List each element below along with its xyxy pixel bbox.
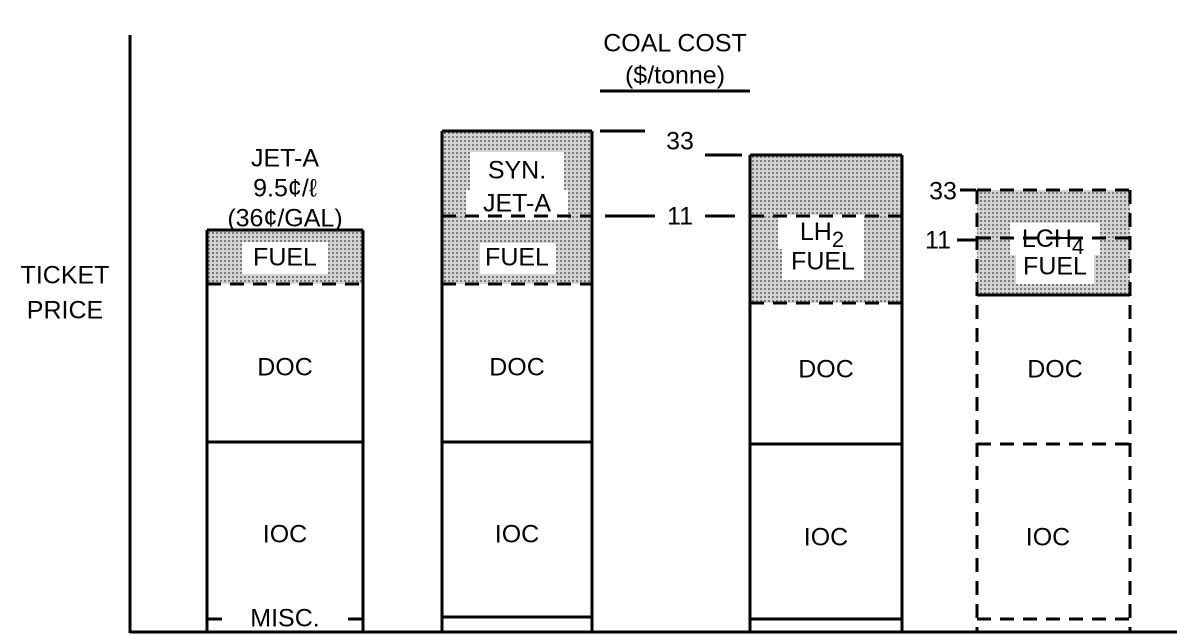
segment-label: FUEL [1023,253,1087,281]
segment-label: IOC [263,521,307,549]
axis-label: TICKET [21,262,110,290]
segment-label: DOC [1027,356,1083,384]
fuel-name: LH [800,218,832,246]
axis-label: PRICE [27,297,103,325]
coal-title: COAL COST [603,30,747,58]
bar-jet-a [205,228,365,633]
segment-label: FUEL [791,248,855,276]
coal-level: 33 [929,178,957,206]
fuel-name: LCH [1022,225,1072,253]
segment-label: MISC. [250,605,319,633]
bar-lch4 [975,188,1132,633]
segment-label: FUEL [253,244,317,272]
coal-unit: ($/tonne) [625,62,725,90]
coal-level: 11 [925,227,951,255]
bar-header: JET-A [251,145,319,173]
fuel-subscript: 2 [832,227,844,252]
segment-label: DOC [798,356,854,384]
segment-label: JET-A [483,190,551,218]
coal-level: 33 [666,128,694,156]
bar-lh2 [748,153,904,633]
segment-label: LCH4 [1022,225,1084,259]
segment-label: IOC [1026,524,1070,552]
axes [128,35,1177,634]
segment-label: DOC [257,354,313,382]
segment-label: LH2 [800,218,844,252]
segment-label: IOC [495,521,539,549]
fuel-subscript: 4 [1072,234,1084,259]
bar-header: (36¢/GAL) [227,205,342,233]
segment-label: SYN. [488,157,546,185]
bar-syn-jet-a [440,129,594,633]
segment-label: FUEL [485,244,549,272]
coal-markers [600,129,976,242]
segment-label: DOC [489,354,545,382]
coal-level: 11 [667,203,693,231]
bar-header: 9.5¢/ℓ [253,175,318,203]
segment-label: IOC [804,524,848,552]
